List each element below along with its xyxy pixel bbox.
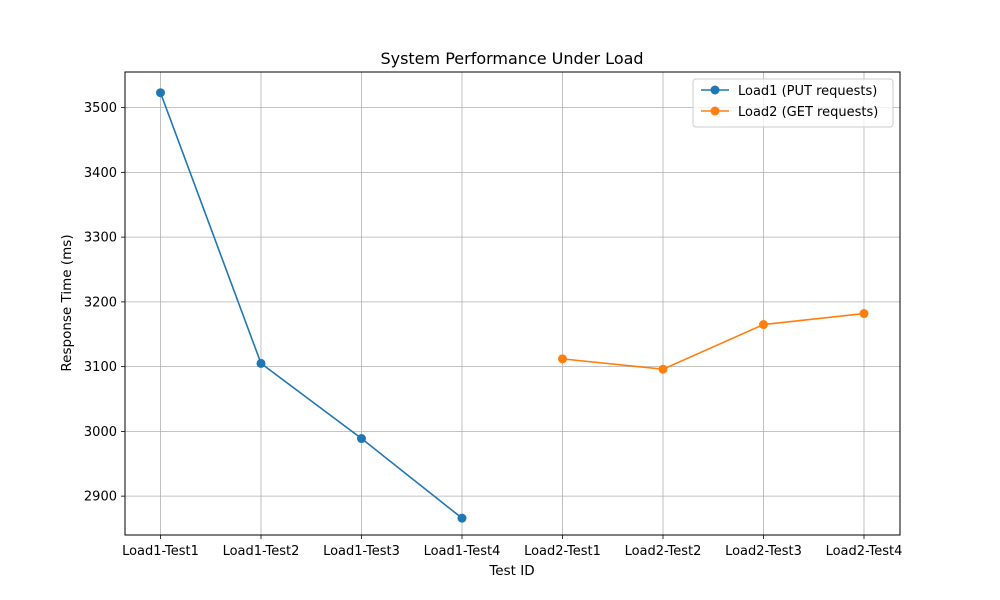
data-point-series-1-4 [457, 513, 467, 523]
x-tick-label: Load2-Test3 [725, 544, 802, 559]
legend-label-load1: Load1 (PUT requests) [738, 84, 877, 99]
y-tick-label: 3300 [84, 231, 117, 246]
y-tick-label: 3200 [84, 295, 117, 310]
data-point-series-1-3 [357, 434, 366, 444]
plot-area-frame [124, 71, 901, 536]
x-tick-label: Load2-Test4 [826, 544, 903, 559]
x-tick-label: Load1-Test4 [424, 544, 501, 559]
x-tick-label: Load2-Test1 [524, 544, 601, 559]
y-axis-label: Response Time (ms) [59, 234, 75, 371]
y-tick-label: 3100 [84, 360, 117, 375]
x-tick-label: Load1-Test3 [323, 544, 400, 559]
legend-box [692, 78, 894, 128]
chart-title: System Performance Under Load [380, 49, 643, 68]
series-line-1 [159, 92, 463, 519]
data-point-series-2-3 [759, 320, 768, 330]
y-tick-label: 3000 [84, 425, 117, 440]
y-tick-label: 3400 [84, 166, 117, 181]
grid [125, 72, 900, 535]
data-point-series-1-2 [256, 358, 266, 368]
data-point-series-2-1 [558, 354, 567, 364]
series-layer [156, 88, 869, 523]
data-point-series-1-1 [156, 88, 165, 98]
x-tick-label: Load1-Test2 [223, 544, 300, 559]
data-point-series-2-4 [859, 309, 869, 319]
legend-marker-load2 [710, 106, 720, 116]
legend-label-load2: Load2 (GET requests) [738, 105, 878, 120]
y-tick-label: 2900 [84, 490, 117, 505]
axis-ticks: Load1-Test1 Load1-Test2 Load1-Test3 Load1-T… [84, 101, 903, 559]
x-tick-label: Load2-Test2 [625, 544, 702, 559]
legend: Load1 (PUT requests) Load2 (GET requests… [692, 78, 894, 128]
x-axis-label: Test ID [488, 563, 534, 579]
x-tick-label: Load1-Test1 [122, 544, 199, 559]
legend-marker-load1 [710, 85, 720, 95]
y-tick-label: 3500 [84, 101, 117, 116]
series-line-2 [562, 312, 865, 371]
data-point-series-2-2 [658, 364, 668, 374]
